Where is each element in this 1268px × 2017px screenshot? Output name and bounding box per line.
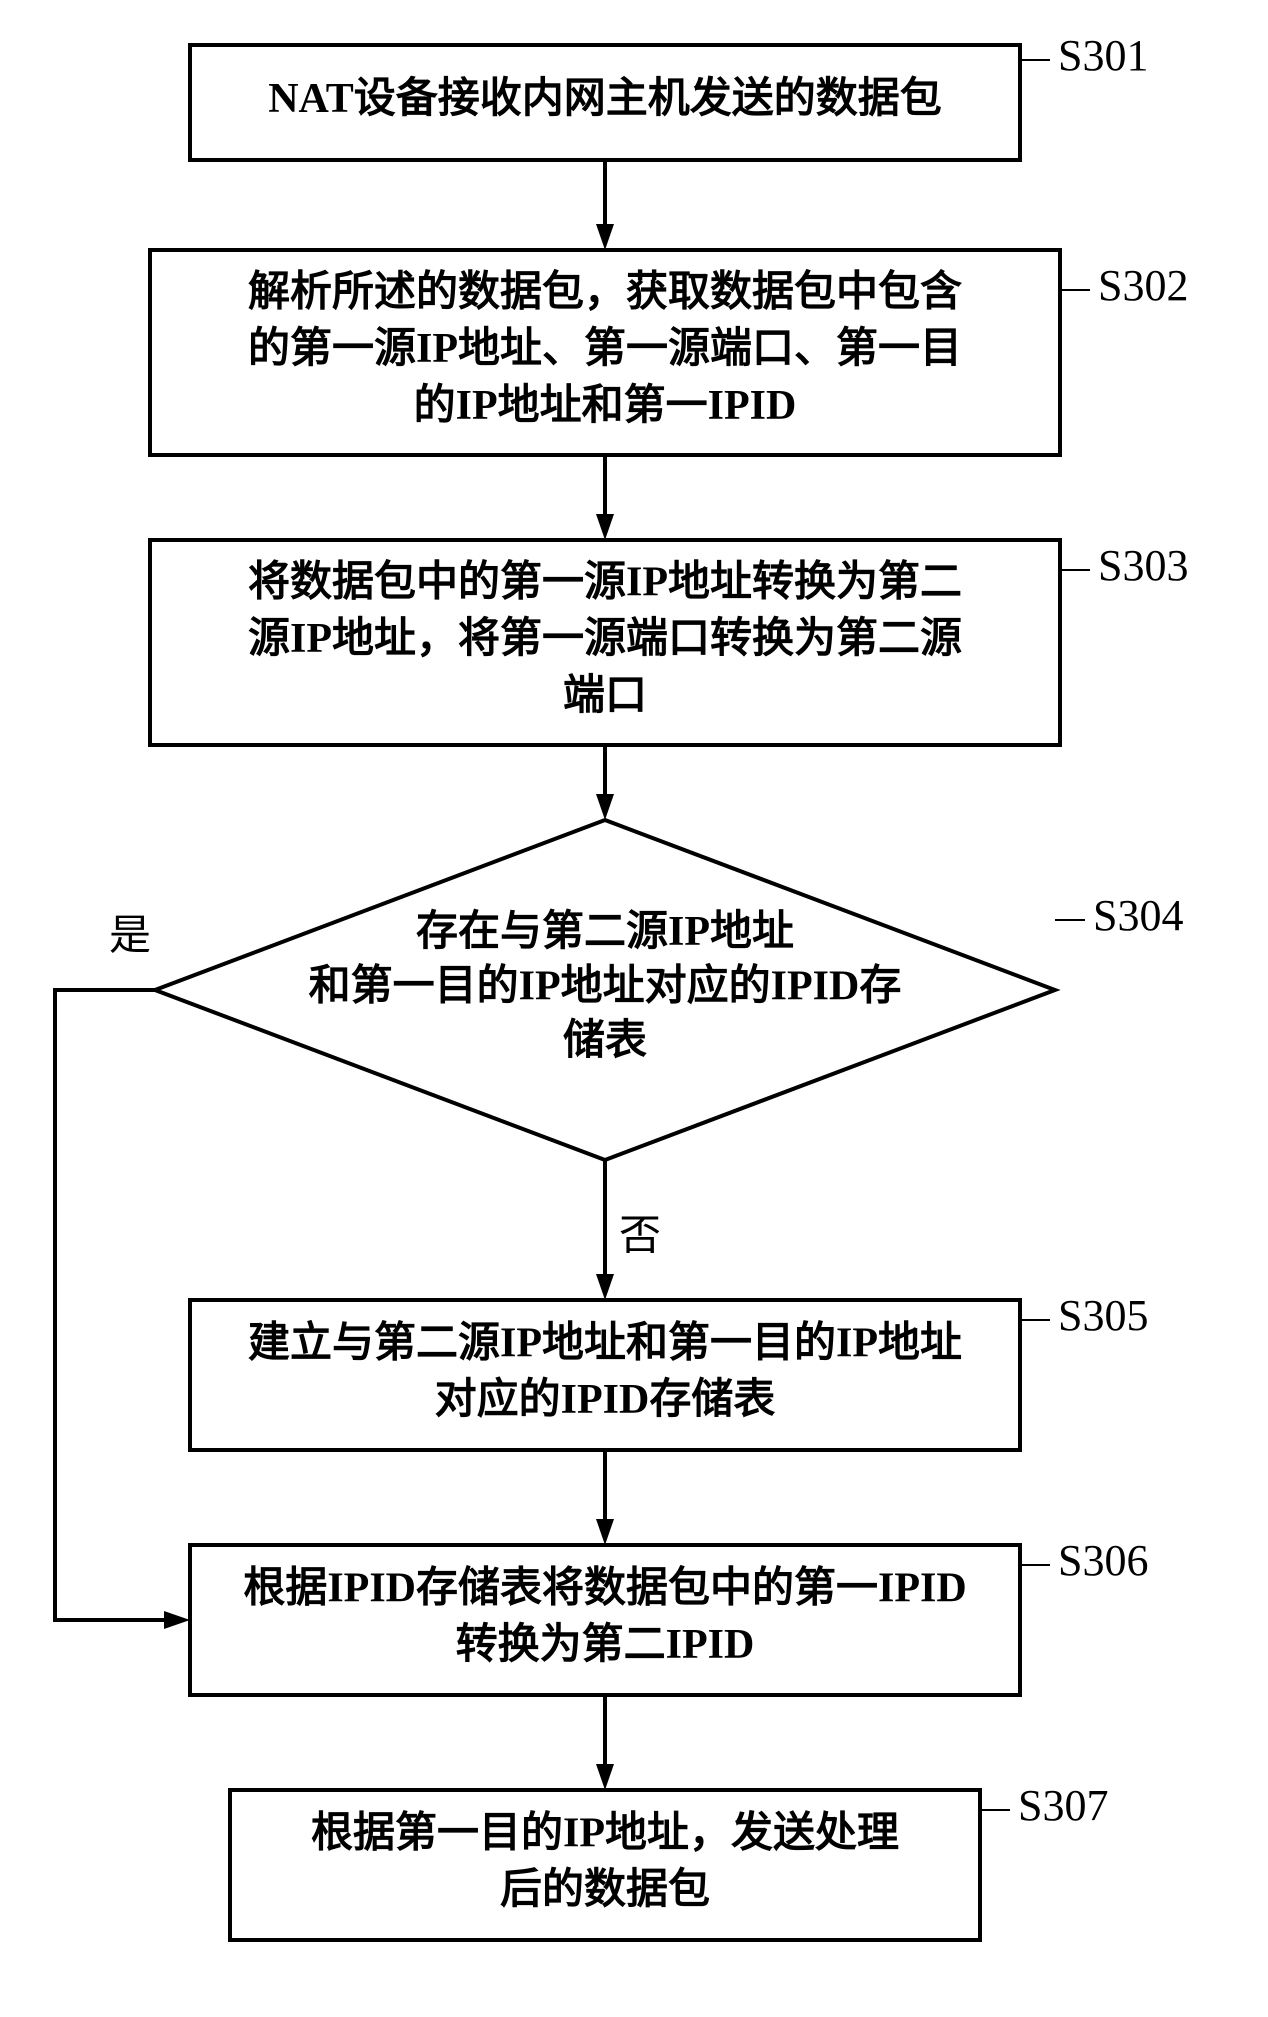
flow-step-text: 转换为第二IPID (456, 1621, 755, 1668)
flow-step-text: 对应的IPID存储表 (435, 1376, 776, 1423)
flow-decision-text: 存在与第二源IP地址 (416, 908, 794, 955)
flow-step-text: 建立与第二源IP地址和第一目的IP地址 (248, 1319, 962, 1366)
flow-step-text: NAT设备接收内网主机发送的数据包 (268, 75, 942, 122)
branch-label: 否 (619, 1214, 661, 1260)
step-label: S304 (1093, 891, 1183, 940)
flowchart-canvas: NAT设备接收内网主机发送的数据包 S301 解析所述的数据包，获取数据包中包含的第… (0, 0, 1268, 2017)
flow-decision-text: 储表 (563, 1017, 647, 1064)
step-label: S305 (1058, 1291, 1148, 1340)
flow-step-text: 根据IPID存储表将数据包中的第一IPID (243, 1564, 966, 1611)
branch-label: 是 (109, 914, 151, 960)
step-label: S306 (1058, 1536, 1148, 1585)
flow-step-text: 后的数据包 (500, 1866, 710, 1913)
step-label: S302 (1098, 261, 1188, 310)
step-label: S307 (1018, 1781, 1108, 1830)
step-label: S301 (1058, 31, 1148, 80)
flow-step-text: 将数据包中的第一源IP地址转换为第二 (248, 558, 962, 605)
flow-step-text: 根据第一目的IP地址，发送处理 (311, 1809, 899, 1856)
flow-step-text: 的第一源IP地址、第一源端口、第一目 (248, 325, 962, 372)
flow-step-text: 解析所述的数据包，获取数据包中包含 (248, 268, 962, 315)
flow-decision-text: 和第一目的IP地址对应的IPID存 (309, 963, 902, 1010)
flow-step-text: 的IP地址和第一IPID (414, 382, 797, 429)
flow-step-text: 端口 (563, 672, 647, 719)
flow-step-text: 源IP地址，将第一源端口转换为第二源 (248, 615, 962, 662)
step-label: S303 (1098, 541, 1188, 590)
